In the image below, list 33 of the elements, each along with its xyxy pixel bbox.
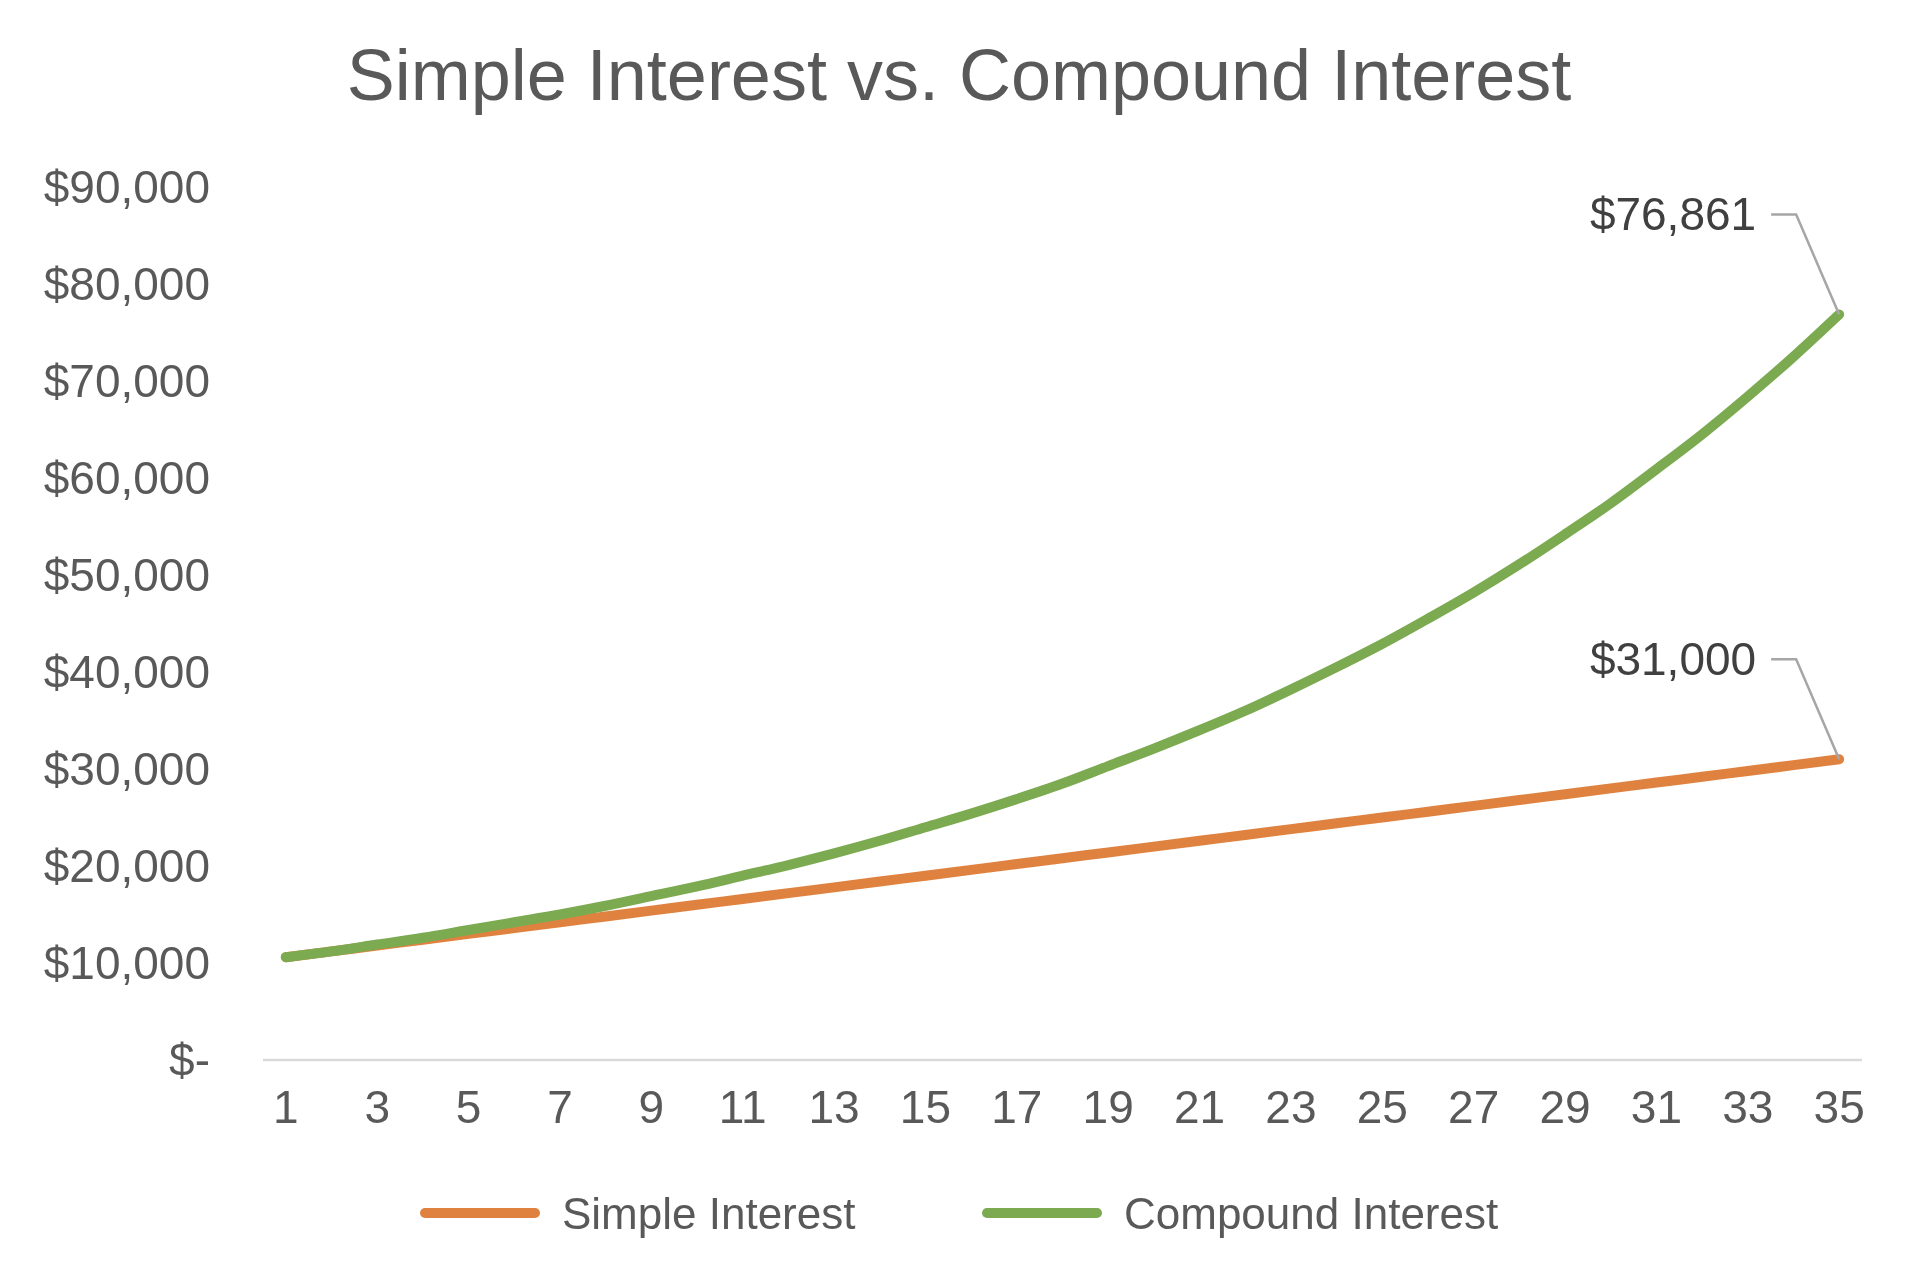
x-tick-label: 23 xyxy=(1265,1081,1317,1133)
y-tick-label: $70,000 xyxy=(43,355,210,407)
x-tick-label: 25 xyxy=(1356,1081,1408,1133)
legend-label: Simple Interest xyxy=(562,1188,856,1238)
x-tick-label: 31 xyxy=(1630,1081,1682,1133)
x-tick-label: 35 xyxy=(1813,1081,1865,1133)
y-tick-label: $80,000 xyxy=(43,258,210,310)
x-tick-label: 15 xyxy=(899,1081,952,1133)
y-tick-label: $90,000 xyxy=(43,161,210,213)
x-tick-label: 21 xyxy=(1173,1081,1226,1133)
x-tick-label: 11 xyxy=(718,1081,767,1133)
legend-label: Compound Interest xyxy=(1124,1188,1499,1238)
y-tick-label: $20,000 xyxy=(43,840,210,892)
x-tick-label: 7 xyxy=(547,1081,573,1133)
y-tick-label: $- xyxy=(169,1034,210,1086)
x-tick-label: 17 xyxy=(991,1081,1043,1133)
chart-title: Simple Interest vs. Compound Interest xyxy=(346,35,1572,115)
x-tick-label: 1 xyxy=(273,1081,299,1133)
y-tick-label: $10,000 xyxy=(43,937,210,989)
y-tick-label: $60,000 xyxy=(43,452,210,504)
x-tick-label: 3 xyxy=(364,1081,391,1133)
data-label: $76,861 xyxy=(1589,188,1757,241)
x-tick-label: 19 xyxy=(1082,1081,1134,1133)
x-tick-label: 5 xyxy=(455,1081,482,1133)
x-tick-label: 27 xyxy=(1448,1081,1500,1133)
data-label: $31,000 xyxy=(1589,633,1757,686)
x-tick-label: 33 xyxy=(1722,1081,1774,1133)
y-tick-label: $40,000 xyxy=(43,646,210,698)
y-tick-label: $30,000 xyxy=(43,743,210,795)
y-tick-label: $50,000 xyxy=(43,549,210,601)
x-tick-label: 13 xyxy=(808,1081,860,1133)
x-tick-label: 9 xyxy=(638,1081,665,1133)
x-tick-label: 29 xyxy=(1539,1081,1591,1133)
